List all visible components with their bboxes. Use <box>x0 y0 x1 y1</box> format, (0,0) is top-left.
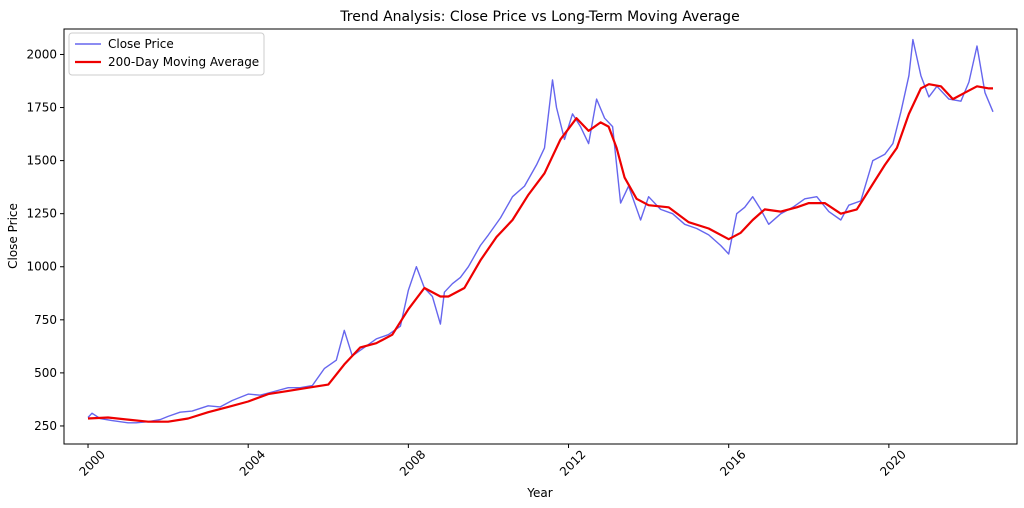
y-tick-label: 750 <box>34 313 57 327</box>
legend-label-close-price: Close Price <box>108 37 174 51</box>
series-line-200-day-moving-average <box>87 83 993 423</box>
chart-title: Trend Analysis: Close Price vs Long-Term… <box>339 9 739 25</box>
y-tick-label: 1750 <box>26 101 57 115</box>
axes-frame <box>63 28 1018 445</box>
y-axis-label: Close Price <box>6 203 20 269</box>
legend: Close Price 200-Day Moving Average <box>68 32 265 76</box>
y-tick-label: 2000 <box>26 47 57 61</box>
y-tick-label: 500 <box>34 366 57 380</box>
legend-frame <box>68 32 265 76</box>
series-line-close-price <box>87 38 994 424</box>
y-tick-label: 250 <box>34 419 57 433</box>
y-tick-label: 1500 <box>26 154 57 168</box>
plot-area <box>87 38 994 424</box>
legend-label-moving-average: 200-Day Moving Average <box>108 55 259 69</box>
x-axis-label: Year <box>526 486 552 500</box>
y-tick-label: 1000 <box>26 260 57 274</box>
y-tick-label: 1250 <box>26 207 57 221</box>
